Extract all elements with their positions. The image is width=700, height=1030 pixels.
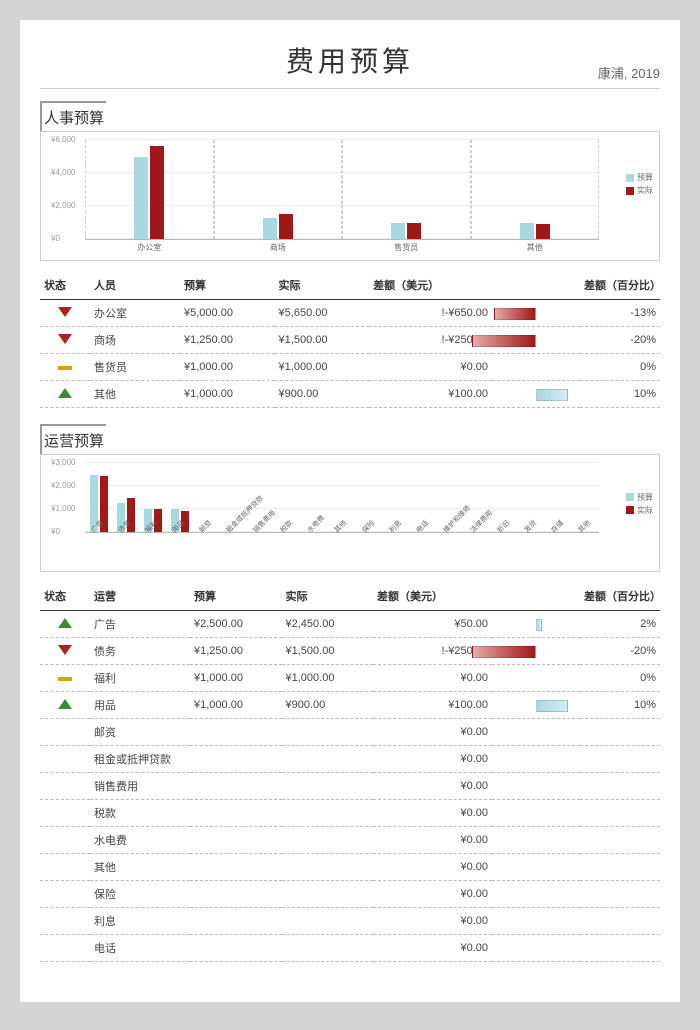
table-row: 水电费¥0.00 xyxy=(40,827,660,854)
th-actual: 实际 xyxy=(275,271,370,300)
flat-icon xyxy=(58,677,72,681)
table-row: 租金或抵押贷款¥0.00 xyxy=(40,746,660,773)
table-row: 邮资¥0.00 xyxy=(40,719,660,746)
table-row: 其他¥1,000.00¥900.00¥100.0010% xyxy=(40,381,660,408)
hr-chart: ¥0¥2,000¥4,000¥6,000办公室商场售货员其他 xyxy=(85,140,599,240)
op-section-title: 运营预算 xyxy=(40,424,106,455)
table-row: 销售费用¥0.00 xyxy=(40,773,660,800)
th-diff: 差额（美元） xyxy=(369,271,492,300)
table-row: 福利¥1,000.00¥1,000.00¥0.000% xyxy=(40,665,660,692)
hr-section-title: 人事预算 xyxy=(40,101,106,132)
up-icon xyxy=(58,699,72,709)
table-row: 办公室¥5,000.00¥5,650.00!-¥650.00-13% xyxy=(40,300,660,327)
th-budget: 预算 xyxy=(180,271,275,300)
op-chart-box: ¥0¥1,000¥2,000¥3,000广告债务福利用品邮资租金或抵押贷款销售费… xyxy=(40,454,660,572)
chart-legend-2: 预算 实际 xyxy=(626,490,653,518)
table-row: 利息¥0.00 xyxy=(40,908,660,935)
hr-chart-box: ¥0¥2,000¥4,000¥6,000办公室商场售货员其他 预算 实际 xyxy=(40,131,660,261)
op-table: 状态 运营 预算 实际 差额（美元） 差额（百分比） 广告¥2,500.00¥2… xyxy=(40,582,660,962)
op-chart: ¥0¥1,000¥2,000¥3,000广告债务福利用品邮资租金或抵押贷款销售费… xyxy=(85,463,599,533)
table-row: 电话¥0.00 xyxy=(40,935,660,962)
down-icon xyxy=(58,645,72,655)
th-name: 人员 xyxy=(90,271,180,300)
down-icon xyxy=(58,334,72,344)
table-row: 其他¥0.00 xyxy=(40,854,660,881)
hr-table: 状态 人员 预算 实际 差额（美元） 差额（百分比） 办公室¥5,000.00¥… xyxy=(40,271,660,408)
flat-icon xyxy=(58,366,72,370)
table-row: 税款¥0.00 xyxy=(40,800,660,827)
th-status: 状态 xyxy=(40,271,90,300)
legend-actual: 实际 xyxy=(637,185,653,196)
legend-budget: 预算 xyxy=(637,172,653,183)
up-icon xyxy=(58,388,72,398)
page-title: 费用预算 xyxy=(40,40,660,80)
th-diffbar xyxy=(492,271,580,300)
up-icon xyxy=(58,618,72,628)
budget-page: 费用预算 康浦, 2019 人事预算 ¥0¥2,000¥4,000¥6,000办… xyxy=(20,20,680,1002)
table-row: 广告¥2,500.00¥2,450.00¥50.002% xyxy=(40,611,660,638)
page-subtitle: 康浦, 2019 xyxy=(598,63,660,82)
chart-legend: 预算 实际 xyxy=(626,170,653,198)
th-pct: 差额（百分比） xyxy=(580,271,660,300)
table-row: 用品¥1,000.00¥900.00¥100.0010% xyxy=(40,692,660,719)
down-icon xyxy=(58,307,72,317)
table-row: 商场¥1,250.00¥1,500.00!-¥250.00-20% xyxy=(40,327,660,354)
page-header: 费用预算 康浦, 2019 xyxy=(40,40,660,89)
table-row: 保险¥0.00 xyxy=(40,881,660,908)
table-row: 售货员¥1,000.00¥1,000.00¥0.000% xyxy=(40,354,660,381)
table-row: 债务¥1,250.00¥1,500.00!-¥250.00-20% xyxy=(40,638,660,665)
